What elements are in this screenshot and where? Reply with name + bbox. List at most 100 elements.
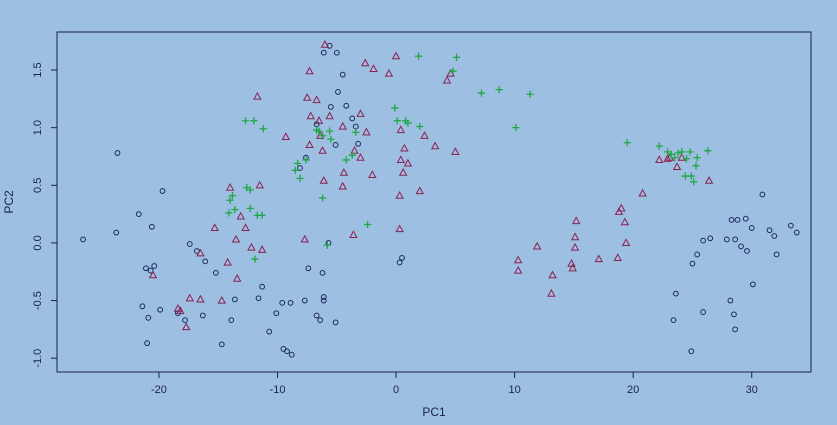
- x-tick-label: 20: [627, 384, 639, 396]
- point: [326, 127, 334, 135]
- point: [313, 121, 320, 128]
- point: [623, 139, 631, 147]
- point: [398, 167, 408, 176]
- point: [135, 211, 142, 218]
- point: [495, 86, 503, 94]
- point: [570, 232, 580, 241]
- point: [314, 116, 324, 124]
- point: [148, 223, 155, 230]
- point: [613, 253, 623, 261]
- point: [663, 154, 672, 162]
- point: [147, 267, 154, 274]
- point: [185, 293, 195, 302]
- point: [704, 147, 712, 155]
- point: [228, 317, 235, 324]
- point: [306, 111, 315, 120]
- point: [395, 191, 404, 199]
- point: [302, 93, 312, 101]
- point: [667, 150, 675, 158]
- point: [258, 211, 266, 219]
- point: [655, 155, 664, 164]
- point: [734, 216, 741, 223]
- point: [356, 109, 365, 117]
- point: [319, 269, 326, 276]
- point: [638, 188, 647, 197]
- point: [266, 328, 273, 335]
- point: [793, 229, 800, 236]
- point: [202, 258, 209, 265]
- point: [296, 174, 304, 182]
- point: [364, 220, 372, 229]
- point: [143, 265, 149, 272]
- point: [384, 68, 394, 77]
- point: [671, 154, 679, 162]
- point: [279, 299, 286, 306]
- point: [477, 89, 486, 97]
- point: [674, 149, 682, 157]
- point: [157, 306, 164, 313]
- point: [281, 132, 291, 140]
- point: [704, 176, 714, 184]
- point: [173, 303, 183, 312]
- point: [348, 151, 356, 159]
- point: [748, 225, 755, 231]
- point: [681, 172, 689, 180]
- point: [301, 297, 308, 304]
- point: [320, 294, 327, 300]
- point: [513, 265, 523, 274]
- point: [401, 117, 410, 125]
- point: [339, 71, 346, 78]
- point: [403, 158, 413, 167]
- point: [420, 131, 429, 139]
- x-tick-label: 10: [508, 384, 520, 396]
- point: [335, 89, 341, 95]
- point: [349, 115, 356, 122]
- x-tick-label: -10: [270, 384, 286, 396]
- point: [144, 340, 151, 347]
- point: [442, 75, 452, 84]
- point: [257, 245, 267, 253]
- y-tick-label: 1.5: [32, 62, 44, 77]
- point: [512, 124, 520, 132]
- x-tick-label: 30: [746, 384, 758, 396]
- point: [621, 238, 631, 247]
- point: [396, 125, 406, 134]
- point: [614, 207, 624, 215]
- point: [750, 281, 756, 288]
- point: [352, 123, 359, 130]
- point: [318, 146, 327, 154]
- y-tick-label: 1.0: [32, 120, 44, 135]
- point: [678, 148, 686, 156]
- point: [251, 255, 259, 263]
- y-axis-title: PC2: [2, 190, 16, 214]
- point: [742, 215, 749, 222]
- point: [327, 104, 334, 110]
- point: [449, 67, 457, 75]
- point: [217, 295, 227, 304]
- point: [738, 243, 744, 250]
- point: [305, 265, 312, 272]
- point: [320, 49, 327, 56]
- point: [672, 290, 679, 297]
- point: [302, 156, 310, 164]
- point: [620, 217, 630, 226]
- point: [259, 125, 267, 133]
- point: [400, 143, 409, 152]
- point: [349, 230, 358, 238]
- point: [759, 191, 766, 198]
- point: [532, 241, 542, 250]
- point: [707, 235, 714, 242]
- point: [338, 181, 347, 190]
- point: [343, 102, 350, 109]
- point: [246, 204, 254, 212]
- point: [568, 263, 577, 272]
- point: [218, 341, 225, 348]
- point: [415, 186, 425, 195]
- point: [253, 91, 262, 100]
- point: [291, 166, 299, 174]
- point: [362, 127, 371, 136]
- point: [182, 317, 188, 324]
- point: [300, 234, 310, 243]
- point: [655, 142, 663, 150]
- point: [727, 297, 734, 304]
